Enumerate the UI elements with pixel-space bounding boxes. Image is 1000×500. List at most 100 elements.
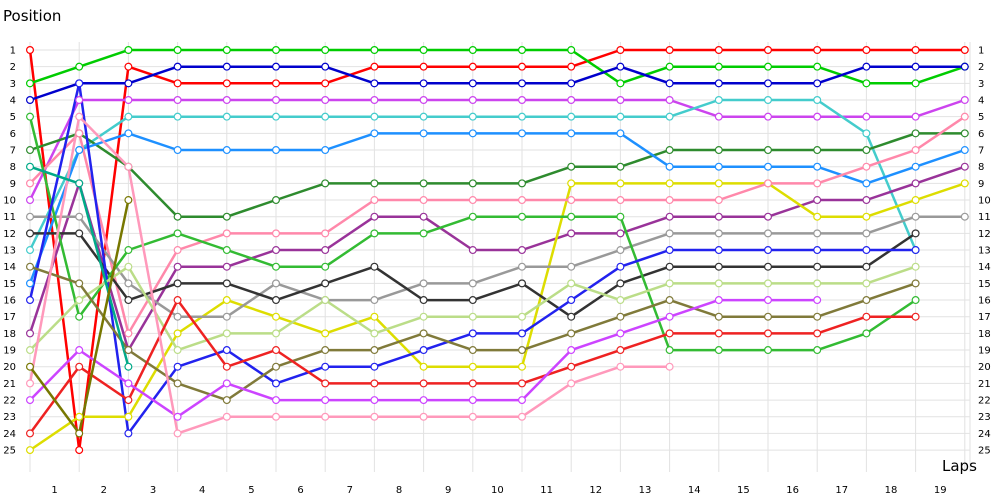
data-point bbox=[567, 296, 576, 305]
data-point bbox=[714, 246, 723, 255]
data-point bbox=[763, 346, 772, 355]
data-point bbox=[222, 396, 231, 405]
data-point bbox=[419, 279, 428, 288]
y-tick-label-left: 25 bbox=[3, 446, 16, 457]
data-point bbox=[75, 346, 84, 355]
data-point bbox=[26, 262, 35, 271]
data-point bbox=[272, 312, 281, 321]
data-point bbox=[862, 179, 871, 188]
data-point bbox=[468, 329, 477, 338]
data-point bbox=[763, 296, 772, 305]
y-tick-label-left: 19 bbox=[3, 346, 16, 357]
data-point bbox=[714, 229, 723, 238]
data-point bbox=[960, 179, 969, 188]
data-point bbox=[419, 312, 428, 321]
y-tick-label-right: 12 bbox=[978, 229, 991, 240]
data-point bbox=[222, 329, 231, 338]
data-point bbox=[468, 79, 477, 88]
data-point bbox=[75, 362, 84, 371]
data-point bbox=[813, 279, 822, 288]
data-point bbox=[173, 329, 182, 338]
data-point bbox=[665, 312, 674, 321]
data-point bbox=[75, 96, 84, 105]
data-point bbox=[370, 212, 379, 221]
data-point bbox=[124, 412, 133, 421]
data-point bbox=[813, 346, 822, 355]
data-point bbox=[665, 362, 674, 371]
data-point bbox=[960, 212, 969, 221]
y-tick-label-right: 22 bbox=[978, 396, 991, 407]
data-point bbox=[173, 62, 182, 71]
y-tick-label-right: 6 bbox=[978, 129, 984, 140]
data-point bbox=[911, 229, 920, 238]
data-point bbox=[616, 45, 625, 54]
data-point bbox=[26, 296, 35, 305]
data-point bbox=[321, 246, 330, 255]
data-point bbox=[862, 62, 871, 71]
data-point bbox=[763, 229, 772, 238]
data-point bbox=[124, 196, 133, 205]
data-point bbox=[26, 96, 35, 105]
data-point bbox=[517, 212, 526, 221]
data-point bbox=[272, 412, 281, 421]
y-tick-label-right: 24 bbox=[978, 429, 991, 440]
data-point bbox=[517, 112, 526, 121]
y-tick-label-left: 1 bbox=[10, 46, 16, 57]
data-point bbox=[813, 312, 822, 321]
data-point bbox=[911, 279, 920, 288]
data-point bbox=[272, 379, 281, 388]
data-point bbox=[960, 112, 969, 121]
data-point bbox=[26, 446, 35, 455]
data-point bbox=[272, 62, 281, 71]
data-point bbox=[813, 62, 822, 71]
axes-layer: Position Laps bbox=[3, 7, 977, 475]
y-tick-label-left: 12 bbox=[3, 229, 16, 240]
data-point bbox=[567, 179, 576, 188]
data-point bbox=[567, 45, 576, 54]
data-point bbox=[222, 112, 231, 121]
data-point bbox=[911, 62, 920, 71]
data-point bbox=[124, 362, 133, 371]
data-point bbox=[468, 212, 477, 221]
data-point bbox=[813, 296, 822, 305]
data-point bbox=[26, 212, 35, 221]
data-point bbox=[763, 312, 772, 321]
y-tick-label-left: 21 bbox=[3, 379, 16, 390]
series-line bbox=[30, 215, 965, 318]
data-point bbox=[370, 96, 379, 105]
data-point bbox=[813, 329, 822, 338]
data-point bbox=[517, 362, 526, 371]
data-point bbox=[862, 146, 871, 155]
data-point bbox=[222, 346, 231, 355]
data-point bbox=[321, 179, 330, 188]
data-point bbox=[763, 62, 772, 71]
data-point bbox=[616, 262, 625, 271]
data-point bbox=[272, 45, 281, 54]
data-point bbox=[517, 179, 526, 188]
y-tick-label-right: 2 bbox=[978, 62, 984, 73]
y-tick-label-right: 1 bbox=[978, 46, 984, 57]
series-line bbox=[28, 132, 966, 284]
y-tick-label-left: 2 bbox=[10, 62, 16, 73]
data-point bbox=[517, 129, 526, 138]
data-point bbox=[960, 62, 969, 71]
data-point bbox=[665, 196, 674, 205]
data-point bbox=[665, 346, 674, 355]
data-point bbox=[26, 162, 35, 171]
data-point bbox=[321, 62, 330, 71]
x-tick-label: 11 bbox=[540, 485, 553, 496]
data-point bbox=[124, 246, 133, 255]
data-point bbox=[222, 146, 231, 155]
x-tick-label: 15 bbox=[737, 485, 750, 496]
x-tick-label: 1 bbox=[51, 485, 57, 496]
data-point bbox=[665, 45, 674, 54]
data-point bbox=[222, 279, 231, 288]
data-point bbox=[124, 279, 133, 288]
data-point bbox=[665, 262, 674, 271]
data-point bbox=[517, 45, 526, 54]
data-point bbox=[468, 412, 477, 421]
data-point bbox=[222, 96, 231, 105]
y-tick-label-left: 24 bbox=[3, 429, 16, 440]
data-point bbox=[272, 146, 281, 155]
data-point bbox=[665, 229, 674, 238]
